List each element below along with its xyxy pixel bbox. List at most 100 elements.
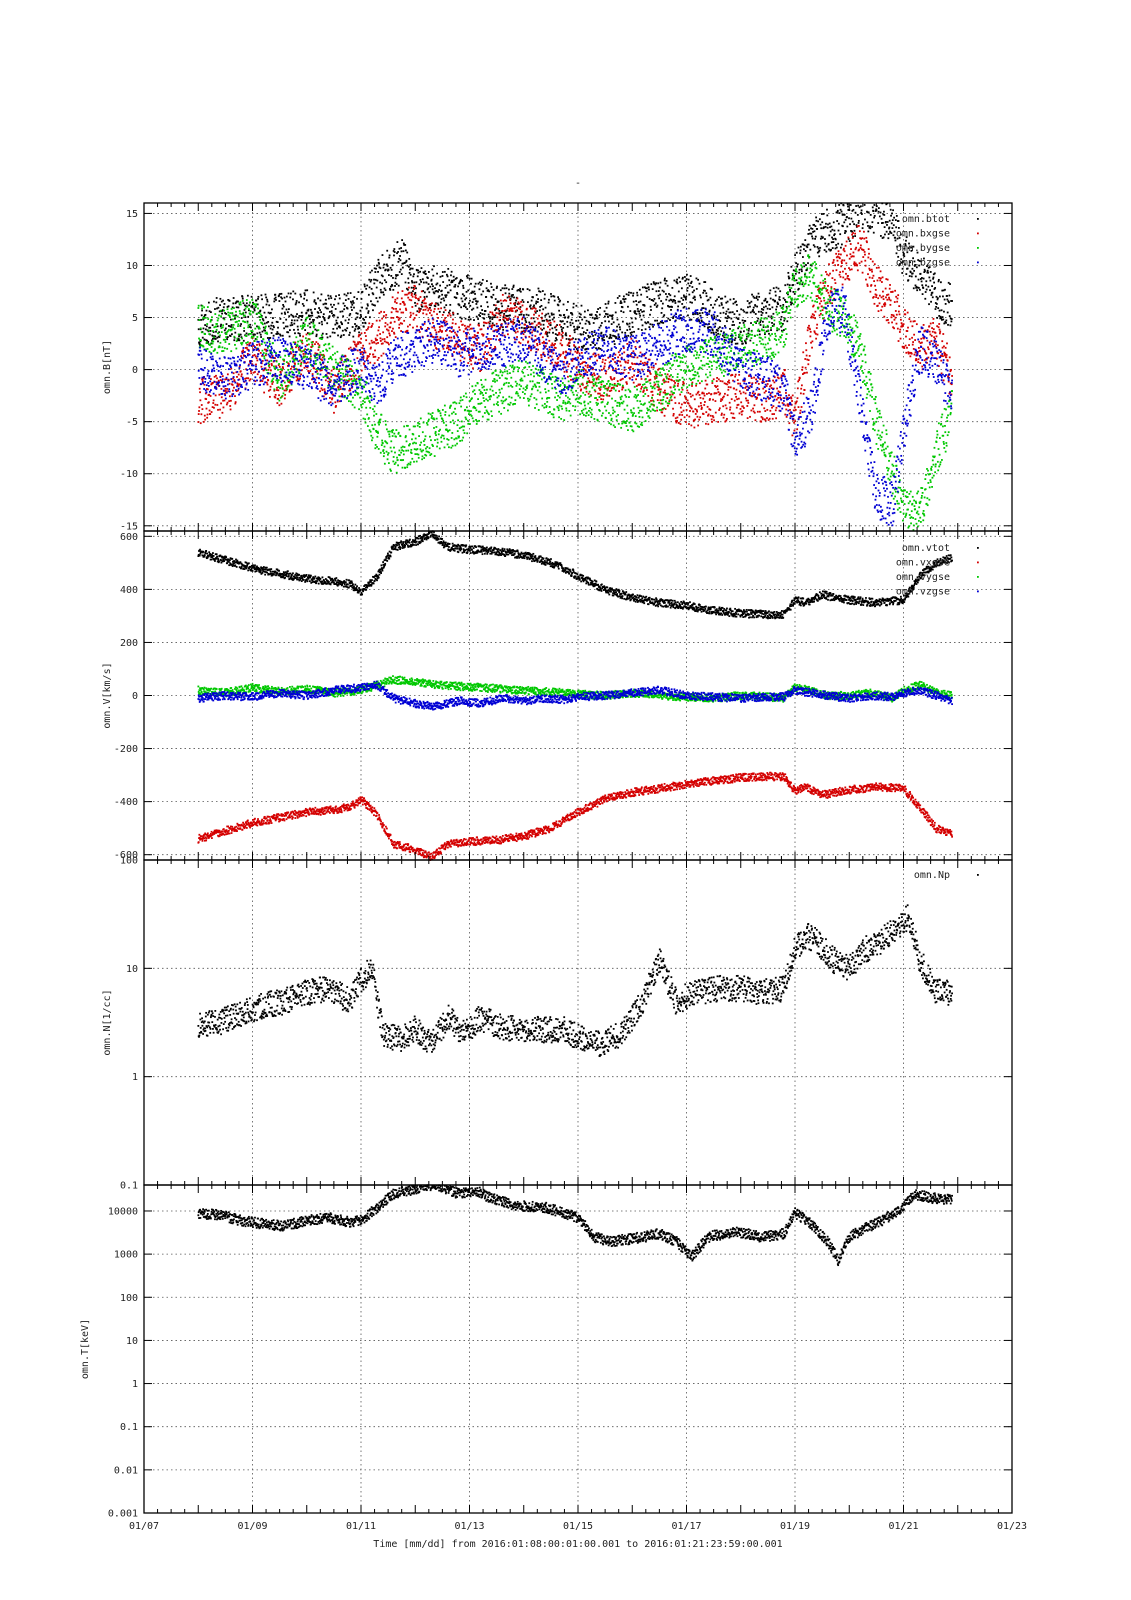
data-point (485, 322, 488, 325)
data-point (326, 322, 329, 325)
data-point (636, 307, 639, 310)
data-point (658, 322, 661, 325)
data-point (936, 316, 939, 319)
data-point (697, 390, 700, 393)
data-point (219, 309, 222, 312)
data-point (889, 284, 891, 286)
data-point (864, 253, 866, 256)
data-point (201, 378, 203, 381)
data-point (481, 344, 484, 347)
data-point (813, 230, 816, 233)
data-point (226, 336, 229, 338)
data-point (532, 296, 534, 299)
data-point (928, 325, 931, 328)
data-point (931, 285, 933, 288)
data-point (219, 379, 222, 382)
data-point (261, 360, 264, 362)
data-point (741, 319, 744, 322)
data-point (720, 330, 723, 333)
data-point (778, 409, 781, 412)
data-point (506, 325, 509, 328)
data-point (762, 326, 765, 329)
data-point (359, 317, 361, 319)
data-point (604, 303, 607, 305)
data-point (235, 314, 237, 317)
data-point (443, 344, 446, 347)
data-point (808, 354, 811, 357)
data-point (908, 242, 910, 245)
data-point (585, 348, 588, 350)
data-point (799, 409, 802, 412)
data-point (720, 302, 723, 304)
data-point (343, 293, 346, 296)
data-point (482, 334, 485, 337)
data-point (583, 316, 586, 319)
data-point (337, 386, 340, 388)
data-point (376, 279, 379, 282)
data-point (375, 286, 378, 289)
data-point (567, 316, 570, 319)
data-point (406, 288, 409, 291)
data-point (589, 344, 592, 346)
data-point (465, 327, 468, 330)
data-point (440, 307, 443, 310)
data-point (342, 375, 345, 378)
data-point (788, 284, 791, 287)
data-point (377, 432, 379, 434)
data-point (941, 318, 943, 321)
data-point (625, 335, 628, 338)
data-point (817, 296, 820, 299)
data-point (871, 277, 874, 279)
data-point (924, 297, 927, 300)
data-point (949, 370, 952, 373)
data-point (767, 325, 769, 328)
data-point (749, 385, 752, 388)
data-point (334, 298, 336, 301)
data-point (470, 292, 473, 294)
data-point (810, 316, 813, 319)
data-point (356, 316, 359, 319)
data-point (619, 379, 622, 382)
data-point (911, 267, 914, 270)
data-point (614, 302, 617, 304)
data-point (559, 353, 562, 356)
data-point (353, 341, 356, 344)
data-point (897, 227, 900, 229)
data-point (312, 291, 315, 294)
data-point (695, 384, 697, 387)
data-point (548, 322, 550, 325)
data-point (633, 362, 636, 365)
data-point (566, 344, 569, 347)
data-point (234, 317, 236, 320)
data-point (522, 314, 525, 316)
data-point (719, 380, 722, 382)
data-point (823, 226, 826, 229)
data-point (569, 349, 572, 352)
data-point (340, 334, 343, 337)
data-point (485, 280, 488, 282)
data-point (310, 308, 312, 311)
data-point (776, 329, 779, 332)
data-point (298, 378, 301, 381)
data-point (550, 312, 553, 315)
data-point (384, 423, 387, 426)
data-point (799, 252, 802, 255)
data-point (716, 298, 719, 301)
data-point (942, 318, 945, 321)
data-point (647, 370, 649, 373)
data-point (251, 306, 254, 309)
data-point (704, 379, 707, 382)
data-point (312, 319, 314, 321)
data-point (694, 418, 696, 421)
data-point (758, 295, 761, 298)
data-point (260, 374, 262, 377)
data-point (404, 249, 407, 252)
data-point (707, 298, 710, 301)
data-point (474, 282, 477, 285)
data-point (343, 304, 346, 307)
data-point (245, 332, 248, 335)
data-point (371, 303, 374, 306)
data-point (775, 305, 778, 308)
data-point (832, 269, 834, 272)
data-point (413, 281, 416, 284)
